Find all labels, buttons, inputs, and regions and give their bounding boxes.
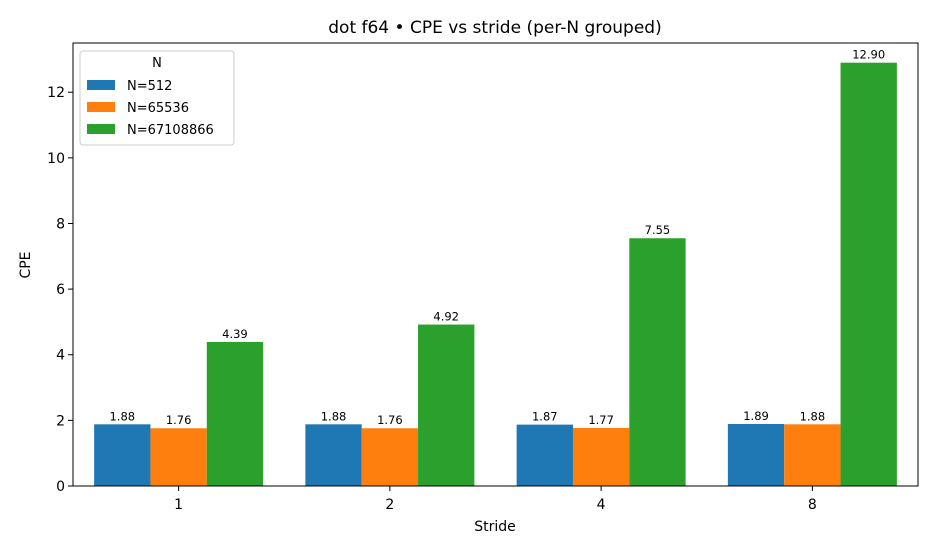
bar bbox=[94, 424, 151, 486]
bar-value-label: 1.77 bbox=[588, 413, 614, 427]
y-tick-label: 0 bbox=[56, 479, 65, 495]
bar bbox=[305, 424, 362, 486]
y-tick-label: 8 bbox=[56, 216, 65, 232]
bar-value-label: 1.88 bbox=[109, 409, 135, 423]
bar-value-label: 1.89 bbox=[743, 409, 769, 423]
bar bbox=[784, 424, 841, 486]
x-tick-label: 8 bbox=[808, 497, 817, 513]
bar bbox=[727, 423, 785, 486]
bar-value-label: 12.90 bbox=[852, 48, 885, 62]
legend-swatch bbox=[87, 124, 115, 134]
bar bbox=[361, 428, 419, 486]
legend-swatch bbox=[87, 80, 115, 90]
legend-title: N bbox=[152, 56, 162, 71]
y-tick-label: 4 bbox=[56, 348, 65, 364]
bar-value-label: 4.92 bbox=[433, 310, 459, 324]
bar-value-label: 7.55 bbox=[645, 223, 671, 237]
x-axis: 1 2 4 8 bbox=[174, 486, 817, 513]
bar bbox=[629, 238, 686, 486]
legend-entry-label: N=67108866 bbox=[127, 123, 214, 138]
chart-title: dot f64 • CPE vs stride (per-N grouped) bbox=[328, 18, 661, 38]
bar bbox=[150, 428, 207, 486]
bars: 1.88 1.76 4.39 1.88 1.76 4.92 1.87 1.77 7.55 1.89… bbox=[94, 48, 897, 486]
bar-value-label: 1.76 bbox=[166, 413, 192, 427]
y-tick-label: 10 bbox=[47, 151, 65, 167]
legend-entry-label: N=65536 bbox=[127, 101, 189, 116]
bar bbox=[418, 324, 475, 486]
y-axis-label: CPE bbox=[18, 251, 34, 278]
bar bbox=[572, 427, 630, 486]
bar-value-label: 1.76 bbox=[377, 413, 403, 427]
x-tick-label: 4 bbox=[597, 497, 606, 513]
bar-value-label: 1.87 bbox=[532, 410, 558, 424]
legend: N N=512 N=65536 N=67108866 bbox=[79, 50, 235, 146]
plot-frame bbox=[72, 42, 919, 487]
y-axis: 0 2 4 6 8 10 12 bbox=[47, 85, 73, 495]
bar bbox=[840, 62, 897, 486]
y-tick-label: 12 bbox=[47, 85, 65, 101]
y-tick-label: 2 bbox=[56, 413, 65, 429]
x-tick-label: 1 bbox=[174, 497, 183, 513]
y-tick-label: 6 bbox=[56, 282, 65, 298]
bar bbox=[516, 424, 573, 486]
legend-entry-label: N=512 bbox=[127, 79, 172, 94]
legend-swatch bbox=[87, 102, 115, 112]
legend-box bbox=[79, 50, 235, 146]
x-axis-label: Stride bbox=[474, 519, 516, 535]
bar-value-label: 4.39 bbox=[222, 327, 248, 341]
bar bbox=[206, 341, 264, 486]
bar-value-label: 1.88 bbox=[800, 409, 826, 423]
bar-value-label: 1.88 bbox=[321, 409, 347, 423]
x-tick-label: 2 bbox=[385, 497, 394, 513]
